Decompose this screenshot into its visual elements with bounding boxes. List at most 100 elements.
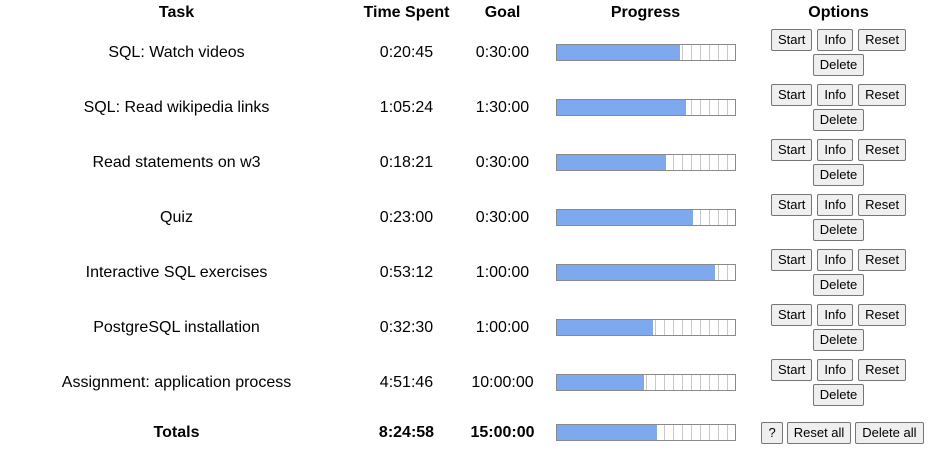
- start-button[interactable]: Start: [770, 304, 813, 326]
- info-button[interactable]: Info: [817, 194, 854, 216]
- task-progress-fill: [557, 155, 666, 170]
- delete-button[interactable]: Delete: [812, 384, 865, 406]
- delete-button[interactable]: Delete: [812, 164, 865, 186]
- task-progress-bar: [556, 99, 736, 116]
- task-name: SQL: Watch videos: [108, 43, 245, 61]
- totals-progress-cell: [545, 410, 746, 455]
- header-task: Task: [158, 3, 195, 21]
- task-time-spent: 0:32:30: [379, 318, 434, 336]
- task-progress-cell: [545, 355, 746, 410]
- info-button[interactable]: Info: [817, 29, 854, 51]
- task-goal: 1:30:00: [475, 98, 530, 116]
- reset-button[interactable]: Reset: [858, 29, 907, 51]
- task-time-spent: 0:23:00: [379, 208, 434, 226]
- task-goal: 0:30:00: [475, 208, 530, 226]
- reset-button[interactable]: Reset: [858, 139, 907, 161]
- totals-time-spent: 8:24:58: [378, 423, 435, 441]
- task-goal: 1:00:00: [475, 263, 530, 281]
- start-button[interactable]: Start: [770, 29, 813, 51]
- task-row: Assignment: application process 4:51:46 …: [0, 355, 931, 410]
- start-button[interactable]: Start: [770, 84, 813, 106]
- task-progress-bar: [556, 374, 736, 391]
- reset-button[interactable]: Reset: [858, 304, 907, 326]
- task-options: Start Info Reset Delete: [746, 190, 931, 245]
- delete-button[interactable]: Delete: [812, 274, 865, 296]
- task-goal: 0:30:00: [475, 43, 530, 61]
- header-row: Task Time Spent Goal Progress Options: [0, 0, 931, 25]
- task-row: Quiz 0:23:00 0:30:00 Start Info Reset: [0, 190, 931, 245]
- task-options: Start Info Reset Delete: [746, 300, 931, 355]
- task-time-spent: 0:53:12: [379, 263, 434, 281]
- reset-button[interactable]: Reset: [858, 84, 907, 106]
- info-button[interactable]: Info: [817, 359, 854, 381]
- reset-button[interactable]: Reset: [858, 249, 907, 271]
- info-button[interactable]: Info: [817, 304, 854, 326]
- task-progress-fill: [557, 320, 654, 335]
- task-progress-cell: [545, 190, 746, 245]
- task-progress-cell: [545, 245, 746, 300]
- totals-row: Totals 8:24:58 15:00:00 ? Reset all Dele…: [0, 410, 931, 455]
- delete-button[interactable]: Delete: [812, 219, 865, 241]
- task-options: Start Info Reset Delete: [746, 25, 931, 80]
- totals-label: Totals: [153, 423, 200, 441]
- task-options: Start Info Reset Delete: [746, 80, 931, 135]
- delete-button[interactable]: Delete: [812, 329, 865, 351]
- task-name: Read statements on w3: [92, 153, 261, 171]
- task-progress-bar: [556, 209, 736, 226]
- reset-button[interactable]: Reset: [858, 359, 907, 381]
- task-progress-fill: [557, 375, 644, 390]
- task-row: Read statements on w3 0:18:21 0:30:00 St…: [0, 135, 931, 190]
- task-time-spent: 1:05:24: [379, 98, 434, 116]
- task-time-spent: 4:51:46: [379, 373, 434, 391]
- task-row: SQL: Watch videos 0:20:45 0:30:00 Start …: [0, 25, 931, 80]
- task-progress-cell: [545, 80, 746, 135]
- task-options: Start Info Reset Delete: [746, 135, 931, 190]
- info-button[interactable]: Info: [817, 84, 854, 106]
- start-button[interactable]: Start: [770, 249, 813, 271]
- task-progress-cell: [545, 135, 746, 190]
- task-row: PostgreSQL installation 0:32:30 1:00:00 …: [0, 300, 931, 355]
- task-row: SQL: Read wikipedia links 1:05:24 1:30:0…: [0, 80, 931, 135]
- task-options: Start Info Reset Delete: [746, 355, 931, 410]
- task-goal: 10:00:00: [471, 373, 534, 391]
- delete-all-button[interactable]: Delete all: [855, 421, 924, 444]
- delete-button[interactable]: Delete: [812, 54, 865, 76]
- info-button[interactable]: Info: [817, 139, 854, 161]
- task-time-spent: 0:18:21: [379, 153, 434, 171]
- task-progress-bar: [556, 154, 736, 171]
- task-goal: 0:30:00: [475, 153, 530, 171]
- task-progress-bar: [556, 44, 736, 61]
- totals-options: ? Reset all Delete all: [746, 410, 931, 455]
- delete-button[interactable]: Delete: [812, 109, 865, 131]
- start-button[interactable]: Start: [770, 359, 813, 381]
- task-progress-cell: [545, 300, 746, 355]
- start-button[interactable]: Start: [770, 139, 813, 161]
- header-time-spent: Time Spent: [363, 3, 450, 21]
- task-goal: 1:00:00: [475, 318, 530, 336]
- task-progress-fill: [557, 265, 715, 280]
- task-options: Start Info Reset Delete: [746, 245, 931, 300]
- header-options: Options: [808, 3, 869, 21]
- reset-all-button[interactable]: Reset all: [786, 421, 852, 444]
- task-name: Quiz: [160, 208, 193, 226]
- task-name: Interactive SQL exercises: [85, 263, 268, 281]
- header-goal: Goal: [484, 3, 521, 21]
- help-button[interactable]: ?: [761, 421, 783, 444]
- task-name: SQL: Read wikipedia links: [83, 98, 270, 116]
- task-progress-fill: [557, 210, 694, 225]
- info-button[interactable]: Info: [817, 249, 854, 271]
- task-row: Interactive SQL exercises 0:53:12 1:00:0…: [0, 245, 931, 300]
- task-progress-fill: [557, 45, 681, 60]
- totals-progress-bar: [556, 424, 736, 441]
- totals-goal: 15:00:00: [470, 423, 535, 441]
- totals-progress-fill: [557, 425, 657, 440]
- task-name: PostgreSQL installation: [93, 318, 260, 336]
- task-time-spent: 0:20:45: [379, 43, 434, 61]
- task-progress-cell: [545, 25, 746, 80]
- task-progress-bar: [556, 264, 736, 281]
- task-progress-fill: [557, 100, 687, 115]
- reset-button[interactable]: Reset: [858, 194, 907, 216]
- task-name: Assignment: application process: [61, 373, 292, 391]
- start-button[interactable]: Start: [770, 194, 813, 216]
